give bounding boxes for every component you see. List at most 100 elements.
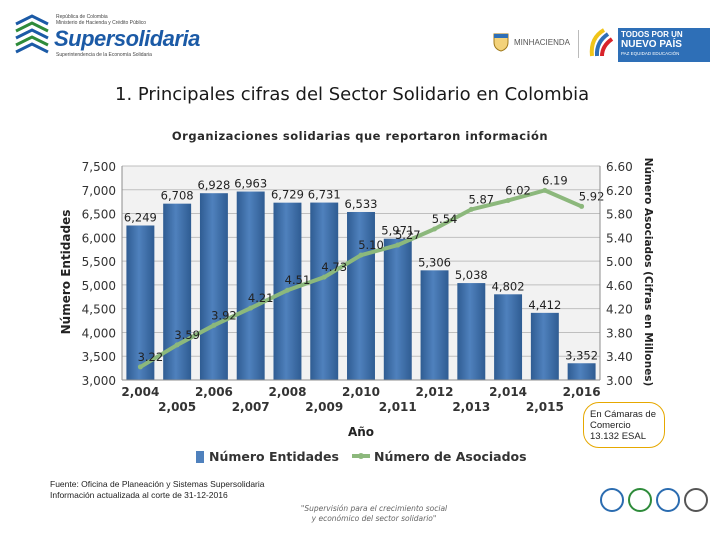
colombia-shield-icon (493, 33, 509, 52)
line-point (358, 252, 364, 258)
nuevo-pais-line-3: PAZ EQUIDAD EDUCACIÓN (621, 51, 680, 56)
bar-value-label: 5,038 (455, 268, 488, 282)
line-value-label: 4.21 (248, 291, 274, 305)
x-tick-label: 2,013 (452, 400, 490, 414)
line-point (284, 287, 290, 293)
supersolidaria-emblem-icon (15, 14, 49, 54)
line-point (542, 187, 548, 193)
line-point (468, 206, 474, 212)
source-note: Fuente: Oficina de Planeación y Sistemas… (50, 479, 265, 501)
logo-line-1: República de Colombia (56, 14, 108, 20)
y-tick-label: 5,500 (82, 255, 116, 269)
note-line-3: 13.132 ESAL (590, 431, 646, 442)
line-point (211, 322, 217, 328)
chart-title: Organizaciones solidarias que reportaron… (171, 129, 549, 143)
slogan-line-1: "Supervisión para el crecimiento social (300, 504, 448, 513)
y-tick-label: 4,500 (82, 303, 116, 317)
y2-tick-label: 5.40 (606, 231, 633, 245)
bar (420, 270, 449, 380)
x-tick-label: 2,004 (121, 385, 159, 399)
note-line-2: Comercio (590, 420, 631, 431)
bar (383, 238, 412, 380)
y2-tick-label: 3.80 (606, 326, 633, 340)
bar-value-label: 6,533 (345, 197, 378, 211)
line-value-label: 6.19 (542, 173, 568, 187)
x-tick-label: 2,008 (268, 385, 306, 399)
y-tick-label: 6,500 (82, 208, 116, 222)
note-line-1: En Cámaras de (590, 409, 657, 420)
y2-tick-label: 3.00 (606, 374, 633, 388)
source-line-1: Fuente: Oficina de Planeación y Sistemas… (50, 479, 265, 489)
y-tick-label: 7,500 (82, 160, 116, 174)
legend-bar-swatch (196, 451, 204, 463)
logo-subtitle: Superintendencia de la Economía Solidari… (56, 52, 152, 58)
x-tick-label: 2,005 (158, 400, 196, 414)
logo-divider (578, 30, 579, 58)
line-point (137, 364, 143, 370)
y2-tick-label: 3.40 (606, 350, 633, 364)
y-tick-label: 7,000 (82, 184, 116, 198)
legend-bar-label: Número Entidades (209, 449, 339, 464)
y2-axis-title: Número Asociados (Cifras en Millones) (642, 158, 654, 387)
y2-tick-label: 4.20 (606, 303, 633, 317)
bar (457, 283, 486, 380)
bar-value-label: 5,971 (381, 224, 414, 238)
x-tick-label: 2,009 (305, 400, 343, 414)
bar (530, 312, 559, 380)
x-tick-label: 2,012 (416, 385, 454, 399)
source-line-2: Información actualizada al corte de 31-1… (50, 490, 228, 500)
line-point (321, 274, 327, 280)
bar (236, 191, 265, 380)
bar-value-label: 6,928 (197, 178, 230, 192)
nuevo-pais-badge: TODOS POR UN NUEVO PAÍS PAZ EQUIDAD EDUC… (618, 28, 710, 62)
bar (126, 225, 155, 380)
bar (163, 203, 192, 380)
bar (310, 202, 339, 380)
logo-name: Supersolidaria (54, 26, 200, 51)
chamber-of-commerce-note: En Cámaras de Comercio 13.132 ESAL (583, 402, 665, 448)
certification-seal-icon (628, 488, 652, 512)
y2-tick-label: 4.60 (606, 279, 633, 293)
line-value-label: 5.10 (358, 238, 384, 252)
line-value-label: 5.87 (469, 192, 495, 206)
bar-value-label: 6,731 (308, 188, 341, 202)
bar (347, 211, 375, 380)
y-axis-title: Número Entidades (59, 210, 73, 335)
x-tick-label: 2,014 (489, 385, 527, 399)
y2-tick-label: 5.00 (606, 255, 633, 269)
government-logos: MINHACIENDA TODOS POR UN NUEVO PAÍS PAZ … (490, 24, 712, 68)
y2-tick-label: 5.80 (606, 208, 633, 222)
x-tick-label: 2,010 (342, 385, 380, 399)
y-tick-label: 3,500 (82, 350, 116, 364)
line-point (579, 203, 585, 209)
line-value-label: 3.22 (138, 350, 164, 364)
line-value-label: 3.59 (174, 328, 200, 342)
x-tick-label: 2,016 (563, 385, 601, 399)
page-title: 1. Principales cifras del Sector Solidar… (115, 84, 590, 105)
line-value-label: 5.27 (395, 228, 421, 242)
x-tick-label: 2,011 (379, 400, 417, 414)
bar-value-label: 6,249 (124, 210, 157, 224)
line-value-label: 4.73 (321, 260, 347, 274)
line-value-label: 5.54 (432, 212, 458, 226)
line-value-label: 6.02 (505, 183, 531, 197)
ministry-label: MINHACIENDA (514, 38, 571, 47)
bar-value-label: 5,306 (418, 255, 451, 269)
line-value-label: 3.92 (211, 308, 237, 322)
x-tick-label: 2,007 (232, 400, 270, 414)
nuevo-pais-line-2: NUEVO PAÍS (621, 39, 682, 50)
x-tick-label: 2,006 (195, 385, 233, 399)
bar-value-label: 6,708 (161, 189, 194, 203)
line-point (174, 342, 180, 348)
nuevo-pais-line-1: TODOS POR UN (621, 30, 683, 39)
y2-tick-label: 6.20 (606, 184, 633, 198)
legend-line-label: Número de Asociados (374, 449, 527, 464)
bar (567, 363, 596, 380)
legend-line-marker (358, 453, 364, 459)
logo-line-2: Ministerio de Hacienda y Crédito Público (56, 20, 147, 26)
slogan-line-2: y económico del sector solidario" (311, 514, 437, 523)
supersolidaria-logo: República de Colombia Ministerio de Haci… (12, 14, 200, 64)
certification-logos (598, 488, 708, 528)
bar-value-label: 6,963 (234, 177, 267, 191)
